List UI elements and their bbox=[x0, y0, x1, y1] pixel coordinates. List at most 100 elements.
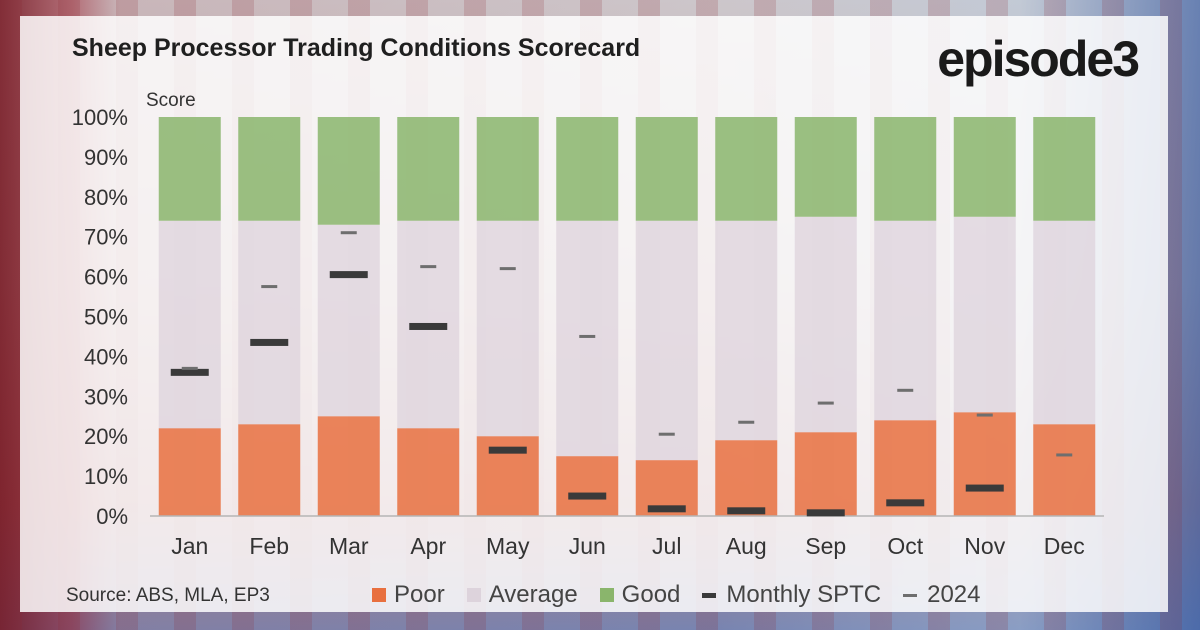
bar-segment-average-nov bbox=[953, 216, 1016, 413]
x-axis: Jan Feb Mar Apr May Jun Jul Aug Sep Oct Nov Dec bbox=[150, 515, 1104, 559]
bar-segment-poor-dec bbox=[1033, 424, 1096, 516]
bars-group bbox=[158, 117, 1096, 516]
brand-logo: episode3 bbox=[937, 31, 1140, 87]
x-tick-label-feb: Feb bbox=[249, 533, 289, 559]
bar-segment-average-dec bbox=[1033, 220, 1096, 425]
bar-segment-average-mar bbox=[317, 224, 380, 417]
bar-segment-good-mar bbox=[317, 117, 380, 225]
markers-group bbox=[170, 231, 1073, 517]
marker-prior-year-2024-jun bbox=[579, 334, 596, 338]
marker-prior-year-2024-aug bbox=[738, 420, 755, 424]
marker-prior-year-2024-jan bbox=[181, 366, 198, 370]
y-tick-label: 60% bbox=[84, 265, 128, 290]
marker-monthly-sptc-sep bbox=[806, 509, 845, 517]
x-tick-label-apr: Apr bbox=[410, 533, 446, 559]
bar-segment-poor-apr bbox=[397, 428, 460, 516]
y-tick-label: 40% bbox=[84, 344, 128, 369]
marker-monthly-sptc-aug bbox=[727, 507, 766, 515]
bar-segment-poor-aug bbox=[715, 440, 778, 516]
legend-item-average: Average bbox=[466, 581, 578, 609]
y-tick-label: 100% bbox=[72, 105, 128, 130]
bar-segment-average-aug bbox=[715, 220, 778, 441]
x-tick-label-aug: Aug bbox=[726, 533, 767, 559]
x-tick-label-jan: Jan bbox=[171, 533, 208, 559]
bar-segment-good-jul bbox=[635, 117, 698, 221]
y-axis-label: Score bbox=[146, 90, 196, 111]
bar-segment-good-nov bbox=[953, 117, 1016, 217]
marker-prior-year-2024-mar bbox=[340, 231, 357, 235]
bar-segment-good-aug bbox=[715, 117, 778, 221]
bar-segment-good-jun bbox=[556, 117, 619, 221]
bar-segment-good-feb bbox=[238, 117, 301, 221]
y-tick-label: 90% bbox=[84, 145, 128, 170]
legend-label-poor: Poor bbox=[394, 581, 445, 608]
x-tick-label-mar: Mar bbox=[329, 533, 369, 559]
x-tick-label-may: May bbox=[486, 533, 530, 559]
y-axis: 0% 10% 20% 30% 40% 50% 60% 70% 80% 90% 100% bbox=[72, 105, 128, 529]
marker-monthly-sptc-jun bbox=[568, 492, 607, 500]
x-tick-label-nov: Nov bbox=[964, 533, 1005, 559]
marker-monthly-sptc-may bbox=[488, 446, 527, 454]
legend-swatch-2024 bbox=[903, 593, 918, 597]
bar-segment-good-sep bbox=[794, 117, 857, 217]
legend-item-good: Good bbox=[599, 581, 681, 609]
y-tick-label: 30% bbox=[84, 384, 128, 409]
y-tick-label: 70% bbox=[84, 225, 128, 250]
marker-monthly-sptc-feb bbox=[250, 338, 289, 346]
x-tick-label-sep: Sep bbox=[805, 533, 846, 559]
bar-segment-average-jan bbox=[158, 220, 221, 429]
marker-prior-year-2024-feb bbox=[261, 285, 278, 289]
marker-monthly-sptc-oct bbox=[886, 499, 925, 507]
legend-label-monthly-sptc: Monthly SPTC bbox=[726, 581, 882, 608]
legend-swatch-poor bbox=[372, 588, 386, 602]
legend-swatch-good bbox=[599, 588, 614, 602]
legend: Poor Average Good Monthly SPTC 2024 bbox=[372, 581, 1003, 609]
bar-segment-average-feb bbox=[238, 220, 301, 425]
y-tick-label: 50% bbox=[84, 305, 128, 330]
bar-segment-good-apr bbox=[397, 117, 460, 221]
bar-segment-average-jul bbox=[635, 220, 698, 461]
bar-segment-good-jan bbox=[158, 117, 221, 221]
bar-segment-average-sep bbox=[794, 216, 857, 433]
legend-item-monthly-sptc: Monthly SPTC bbox=[702, 581, 881, 609]
legend-item-poor: Poor bbox=[372, 581, 445, 609]
marker-monthly-sptc-jul bbox=[647, 505, 686, 513]
legend-label-good: Good bbox=[621, 581, 681, 608]
bar-segment-average-oct bbox=[874, 220, 937, 421]
marker-prior-year-2024-apr bbox=[420, 265, 437, 269]
marker-prior-year-2024-jul bbox=[658, 432, 675, 436]
y-tick-label: 80% bbox=[84, 185, 128, 210]
marker-monthly-sptc-jan bbox=[170, 368, 209, 376]
marker-prior-year-2024-oct bbox=[897, 388, 914, 392]
y-tick-label: 20% bbox=[84, 424, 128, 449]
bar-segment-good-may bbox=[476, 117, 539, 221]
legend-swatch-monthly-sptc bbox=[702, 592, 717, 598]
marker-prior-year-2024-nov bbox=[976, 413, 993, 417]
chart-title: Sheep Processor Trading Conditions Score… bbox=[72, 34, 641, 62]
bar-segment-average-jun bbox=[556, 220, 619, 457]
marker-monthly-sptc-nov bbox=[965, 484, 1004, 492]
source-note: Source: ABS, MLA, EP3 bbox=[66, 585, 270, 606]
y-tick-label: 10% bbox=[84, 464, 128, 489]
legend-item-2024: 2024 bbox=[903, 581, 981, 609]
legend-label-average: Average bbox=[488, 581, 578, 608]
x-tick-label-oct: Oct bbox=[887, 533, 923, 559]
marker-prior-year-2024-sep bbox=[817, 401, 834, 405]
bar-segment-poor-nov bbox=[953, 412, 1016, 516]
bar-segment-poor-jan bbox=[158, 428, 221, 516]
legend-label-2024: 2024 bbox=[927, 581, 981, 608]
bar-segment-average-may bbox=[476, 220, 539, 437]
legend-swatch-average bbox=[466, 588, 481, 602]
marker-prior-year-2024-may bbox=[499, 267, 516, 271]
bar-segment-poor-mar bbox=[317, 416, 380, 516]
bar-segment-poor-sep bbox=[794, 432, 857, 516]
x-tick-label-dec: Dec bbox=[1044, 533, 1085, 559]
marker-monthly-sptc-apr bbox=[409, 322, 448, 330]
bar-segment-good-dec bbox=[1033, 117, 1096, 221]
x-tick-label-jul: Jul bbox=[652, 533, 681, 559]
bar-segment-good-oct bbox=[874, 117, 937, 221]
x-tick-label-jun: Jun bbox=[569, 533, 606, 559]
bar-segment-poor-feb bbox=[238, 424, 301, 516]
bar-segment-poor-jun bbox=[556, 456, 619, 516]
